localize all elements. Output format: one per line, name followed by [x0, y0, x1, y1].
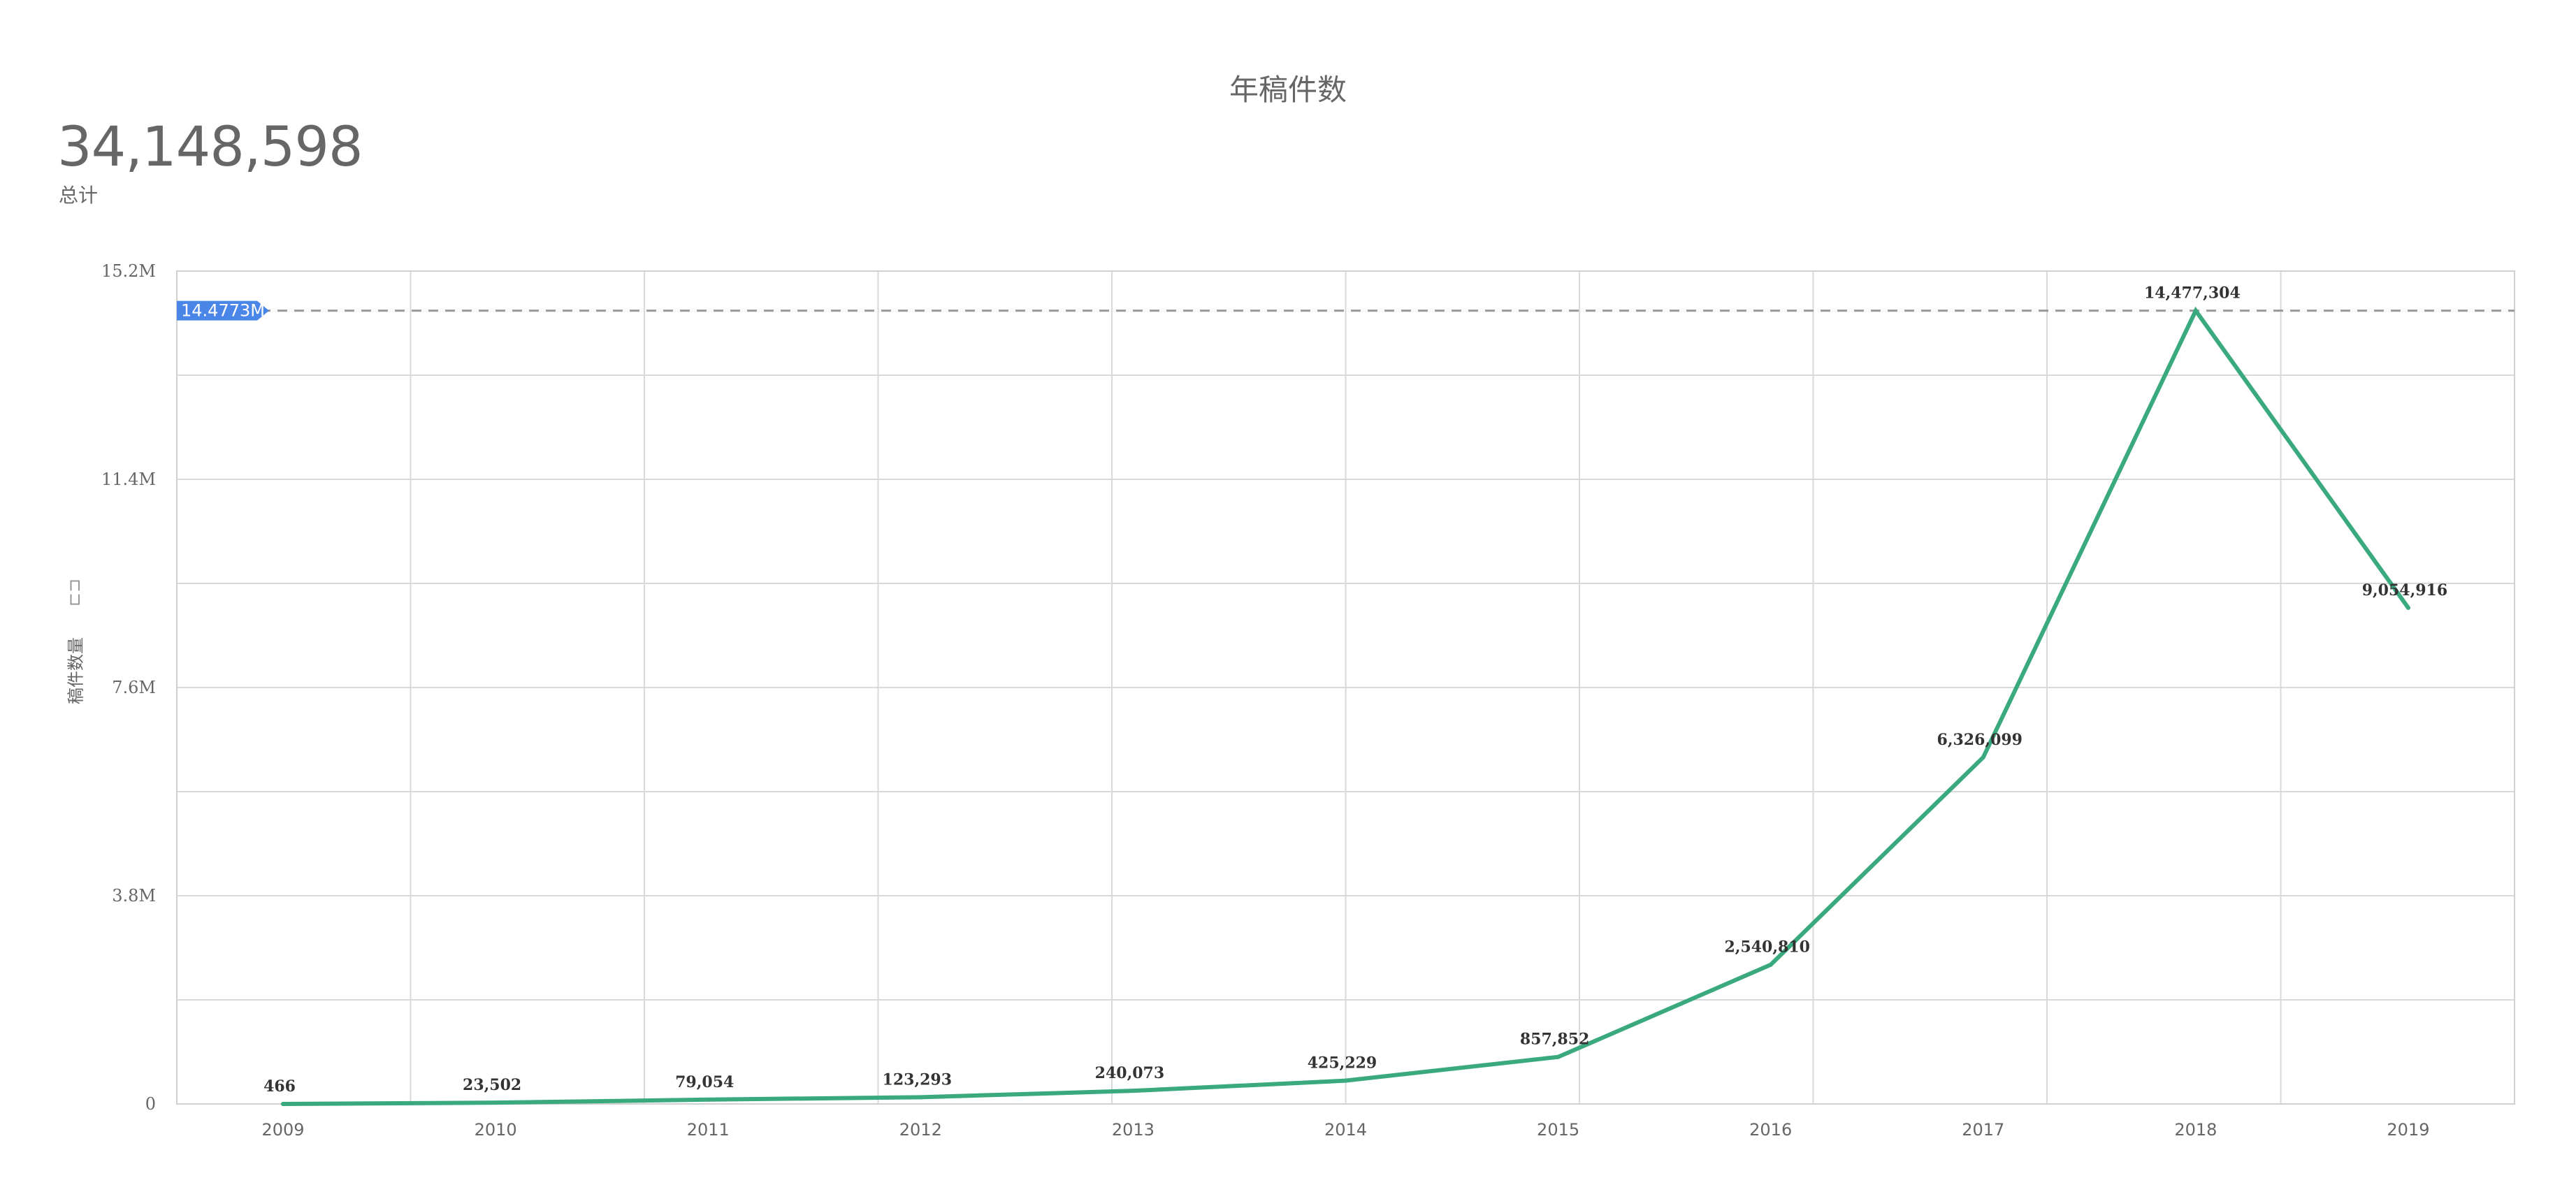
data-point — [281, 1101, 286, 1106]
x-tick-label: 2012 — [899, 1120, 942, 1140]
reference-line-label: 14.4773M — [181, 301, 265, 321]
data-label: 14,477,304 — [2144, 284, 2241, 303]
data-point — [706, 1097, 711, 1102]
data-label: 9,054,916 — [2362, 581, 2447, 599]
x-tick-label: 2016 — [1749, 1120, 1792, 1140]
x-tick-label: 2009 — [262, 1120, 305, 1140]
data-label: 123,293 — [883, 1070, 953, 1089]
data-point — [2405, 605, 2410, 610]
data-label: 240,073 — [1095, 1064, 1165, 1082]
chart-title: 年稿件数 — [1229, 73, 1347, 107]
data-label: 857,852 — [1520, 1031, 1590, 1049]
data-point — [493, 1100, 498, 1105]
x-tick-label: 2017 — [1962, 1120, 2004, 1140]
data-point — [1556, 1054, 1561, 1059]
y-tick-label: 7.6M — [112, 678, 156, 697]
data-point — [1981, 755, 1985, 759]
x-tick-label: 2014 — [1324, 1120, 1367, 1140]
y-tick-label: 0 — [145, 1094, 156, 1114]
data-label: 6,326,099 — [1937, 731, 2023, 749]
x-tick-label: 2019 — [2387, 1120, 2429, 1140]
data-point — [918, 1095, 923, 1100]
y-tick-label: 3.8M — [112, 886, 156, 906]
data-point — [1768, 962, 1773, 967]
data-label: 23,502 — [463, 1076, 521, 1094]
y-tick-label: 15.2M — [101, 261, 156, 281]
total-label: 总计 — [59, 184, 99, 207]
total-value: 34,148,598 — [57, 116, 363, 179]
x-tick-label: 2011 — [687, 1120, 730, 1140]
y-tick-label: 11.4M — [101, 470, 156, 489]
plot-border — [176, 270, 2515, 1105]
x-tick-label: 2013 — [1112, 1120, 1155, 1140]
data-label: 79,054 — [675, 1073, 734, 1091]
x-tick-label: 2015 — [1537, 1120, 1579, 1140]
data-label: 425,229 — [1308, 1054, 1377, 1073]
data-label: 466 — [263, 1077, 296, 1096]
data-point — [2193, 308, 2198, 313]
reference-line-tag — [177, 300, 269, 321]
data-label: 2,540,810 — [1724, 938, 1809, 957]
x-tick-label: 2018 — [2174, 1120, 2217, 1140]
data-point — [1343, 1078, 1348, 1083]
x-tick-label: 2010 — [475, 1120, 517, 1140]
data-point — [1131, 1089, 1136, 1093]
